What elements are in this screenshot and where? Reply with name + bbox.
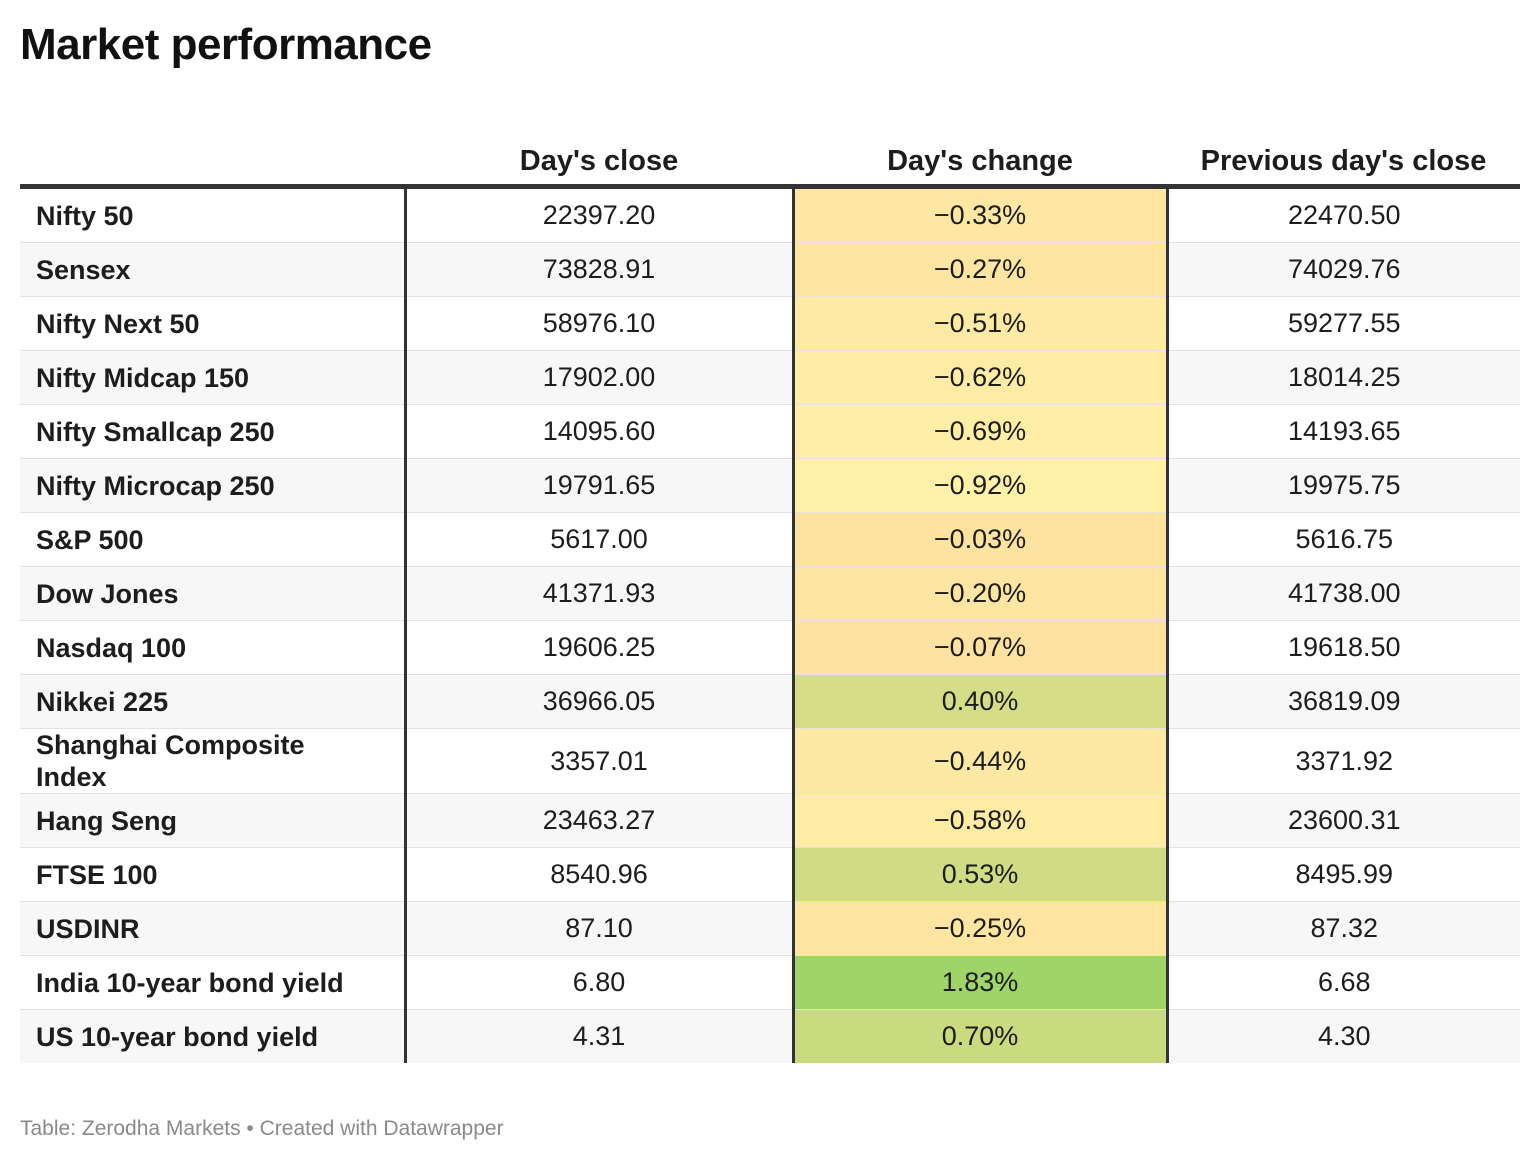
days-close-value: 17902.00 xyxy=(405,350,793,405)
previous-close-value: 18014.25 xyxy=(1167,350,1520,405)
days-close-value: 14095.60 xyxy=(405,404,793,459)
table-row: FTSE 100 8540.96 0.53% 8495.99 xyxy=(20,847,1520,902)
previous-close-value: 23600.31 xyxy=(1167,793,1520,848)
table-row: Nikkei 225 36966.05 0.40% 36819.09 xyxy=(20,674,1520,729)
days-close-value: 4.31 xyxy=(405,1009,793,1063)
table-row: Dow Jones 41371.93 −0.20% 41738.00 xyxy=(20,566,1520,621)
row-name: Nifty 50 xyxy=(20,186,407,243)
row-name: USDINR xyxy=(20,901,407,956)
days-close-value: 5617.00 xyxy=(405,512,793,567)
table-row: Nifty Microcap 250 19791.65 −0.92% 19975.75 xyxy=(20,458,1520,513)
days-close-value: 22397.20 xyxy=(405,186,793,243)
chart-title: Market performance xyxy=(20,20,432,69)
previous-close-value: 4.30 xyxy=(1167,1009,1520,1063)
row-name: Nifty Smallcap 250 xyxy=(20,404,407,459)
days-change-value: −0.25% xyxy=(791,901,1169,956)
row-name: Dow Jones xyxy=(20,566,407,621)
column-header-previous-close: Previous day's close xyxy=(1167,110,1520,189)
previous-close-value: 74029.76 xyxy=(1167,242,1520,297)
row-name: Nasdaq 100 xyxy=(20,620,407,675)
days-change-value: −0.69% xyxy=(791,404,1169,459)
days-change-value: −0.03% xyxy=(791,512,1169,567)
previous-close-value: 19975.75 xyxy=(1167,458,1520,513)
table-row: S&P 500 5617.00 −0.03% 5616.75 xyxy=(20,512,1520,567)
previous-close-value: 8495.99 xyxy=(1167,847,1520,902)
table-row: Sensex 73828.91 −0.27% 74029.76 xyxy=(20,242,1520,297)
days-change-value: 0.70% xyxy=(791,1009,1169,1063)
days-close-value: 3357.01 xyxy=(405,728,793,794)
table-row: Nifty 50 22397.20 −0.33% 22470.50 xyxy=(20,186,1520,243)
days-change-value: −0.92% xyxy=(791,458,1169,513)
days-change-value: −0.62% xyxy=(791,350,1169,405)
table-row: Nifty Midcap 150 17902.00 −0.62% 18014.25 xyxy=(20,350,1520,405)
row-name: Sensex xyxy=(20,242,407,297)
previous-close-value: 14193.65 xyxy=(1167,404,1520,459)
days-close-value: 87.10 xyxy=(405,901,793,956)
column-header-days-change: Day's change xyxy=(793,110,1167,189)
days-close-value: 73828.91 xyxy=(405,242,793,297)
row-name: Hang Seng xyxy=(20,793,407,848)
days-close-value: 58976.10 xyxy=(405,296,793,351)
table-row: USDINR 87.10 −0.25% 87.32 xyxy=(20,901,1520,956)
table-row: Shanghai Composite Index 3357.01 −0.44% 337… xyxy=(20,728,1520,794)
table-row: Nifty Smallcap 250 14095.60 −0.69% 14193.65 xyxy=(20,404,1520,459)
source-footer: Table: Zerodha Markets • Created with Da… xyxy=(20,1117,504,1140)
days-close-value: 19606.25 xyxy=(405,620,793,675)
table-row: Nifty Next 50 58976.10 −0.51% 59277.55 xyxy=(20,296,1520,351)
market-performance-table: Day's close Day's change Previous day's … xyxy=(20,110,1520,1063)
days-change-value: −0.33% xyxy=(791,186,1169,243)
column-header-days-close: Day's close xyxy=(405,110,793,189)
days-close-value: 6.80 xyxy=(405,955,793,1010)
previous-close-value: 3371.92 xyxy=(1167,728,1520,794)
row-name: FTSE 100 xyxy=(20,847,407,902)
days-change-value: 1.83% xyxy=(791,955,1169,1010)
previous-close-value: 36819.09 xyxy=(1167,674,1520,729)
header-row: Day's close Day's change Previous day's … xyxy=(20,110,1520,189)
days-change-value: −0.58% xyxy=(791,793,1169,848)
days-change-value: −0.44% xyxy=(791,728,1169,794)
days-change-value: −0.20% xyxy=(791,566,1169,621)
row-name: Shanghai Composite Index xyxy=(20,728,407,794)
previous-close-value: 6.68 xyxy=(1167,955,1520,1010)
days-change-value: −0.51% xyxy=(791,296,1169,351)
days-close-value: 23463.27 xyxy=(405,793,793,848)
table-body: Nifty 50 22397.20 −0.33% 22470.50 Sensex 7382… xyxy=(20,186,1520,1063)
days-change-value: 0.53% xyxy=(791,847,1169,902)
days-change-value: 0.40% xyxy=(791,674,1169,729)
row-name: Nifty Microcap 250 xyxy=(20,458,407,513)
previous-close-value: 22470.50 xyxy=(1167,186,1520,243)
days-close-value: 36966.05 xyxy=(405,674,793,729)
table-row: Nasdaq 100 19606.25 −0.07% 19618.50 xyxy=(20,620,1520,675)
previous-close-value: 19618.50 xyxy=(1167,620,1520,675)
previous-close-value: 5616.75 xyxy=(1167,512,1520,567)
days-change-value: −0.27% xyxy=(791,242,1169,297)
days-close-value: 19791.65 xyxy=(405,458,793,513)
previous-close-value: 59277.55 xyxy=(1167,296,1520,351)
row-name: Nifty Midcap 150 xyxy=(20,350,407,405)
table-row: India 10-year bond yield 6.80 1.83% 6.68 xyxy=(20,955,1520,1010)
table-row: US 10-year bond yield 4.31 0.70% 4.30 xyxy=(20,1009,1520,1063)
column-header-name xyxy=(20,110,405,189)
days-change-value: −0.07% xyxy=(791,620,1169,675)
row-name: US 10-year bond yield xyxy=(20,1009,407,1063)
previous-close-value: 41738.00 xyxy=(1167,566,1520,621)
previous-close-value: 87.32 xyxy=(1167,901,1520,956)
row-name: Nifty Next 50 xyxy=(20,296,407,351)
row-name: S&P 500 xyxy=(20,512,407,567)
row-name: Nikkei 225 xyxy=(20,674,407,729)
days-close-value: 41371.93 xyxy=(405,566,793,621)
days-close-value: 8540.96 xyxy=(405,847,793,902)
row-name: India 10-year bond yield xyxy=(20,955,407,1010)
table-row: Hang Seng 23463.27 −0.58% 23600.31 xyxy=(20,793,1520,848)
